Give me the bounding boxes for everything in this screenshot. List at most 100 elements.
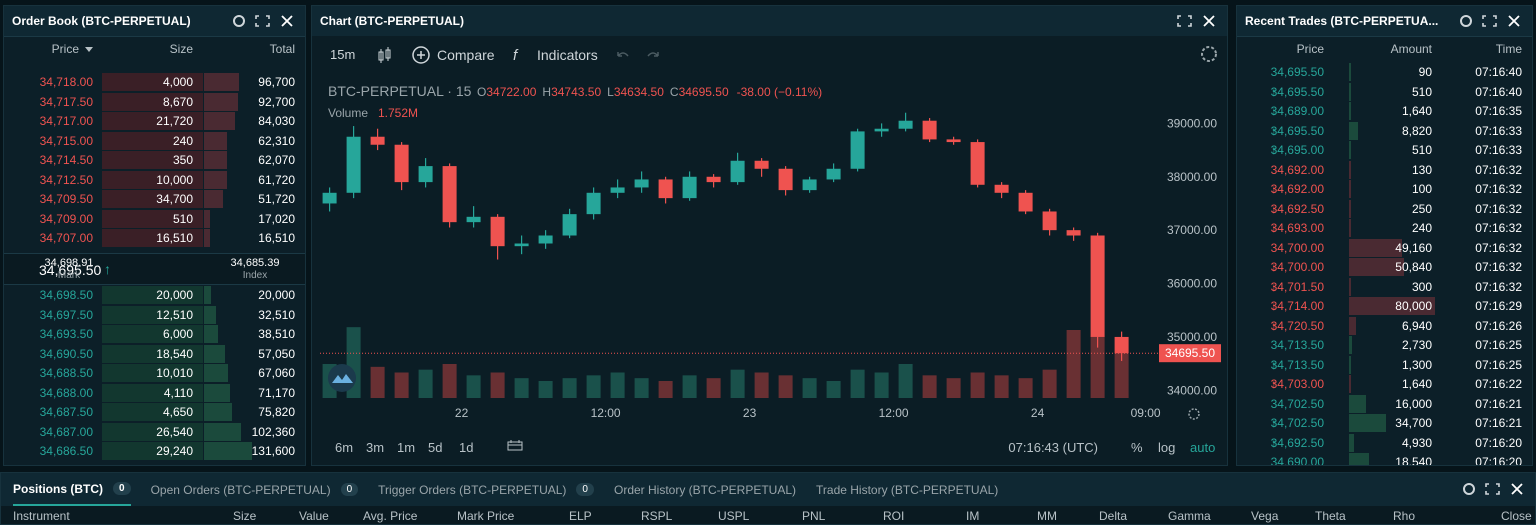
- column-header: PNL: [802, 509, 826, 523]
- x-tick-label: 09:00: [1131, 406, 1161, 420]
- column-header: Price: [51, 42, 79, 56]
- last-price-label: 34695.50: [1165, 346, 1215, 360]
- scale-option[interactable]: %: [1131, 440, 1143, 455]
- trade-price: 34,692.50: [1270, 435, 1324, 450]
- volume-bar: [754, 372, 769, 398]
- mid-price: 34,695.50: [39, 262, 102, 278]
- column-header: Theta: [1315, 509, 1346, 523]
- logo: [328, 364, 356, 392]
- indicators[interactable]: Indicators: [537, 47, 598, 63]
- tab[interactable]: Trade History (BTC-PERPETUAL): [816, 473, 998, 506]
- tab[interactable]: Trigger Orders (BTC-PERPETUAL) 0: [378, 473, 594, 506]
- candle-body: [874, 128, 889, 132]
- size-bg: [102, 229, 203, 247]
- volume-bar: [730, 369, 745, 398]
- panel-icons[interactable]: [229, 6, 299, 36]
- size-bg: [102, 442, 203, 460]
- depth-bar: [204, 73, 240, 91]
- volume-bar: [394, 372, 409, 398]
- depth-bar: [204, 325, 219, 343]
- trade-row: 34,713.50 2,730 07:16:25: [1237, 336, 1532, 355]
- trade-amount: 1,640: [1401, 104, 1432, 118]
- ohlc-legend: O34722.00 H34743.50 L34634.50 C34695.50 -38.…: [477, 85, 822, 99]
- panel-icons[interactable]: [1456, 6, 1526, 36]
- volume-bar: [1090, 335, 1105, 398]
- trade-time: 07:16:33: [1475, 123, 1522, 138]
- amount-bar: [1349, 316, 1357, 335]
- mid-index: 34,685.39: [230, 257, 280, 269]
- recent-trades-panel: Recent Trades (BTC-PERPETUA... Price Amou…: [1236, 5, 1533, 466]
- size-bg: [102, 131, 203, 150]
- book-cell: 20,000: [258, 288, 295, 302]
- book-cell: 4,110: [163, 385, 193, 400]
- candle-body: [994, 184, 1009, 193]
- panel-icons[interactable]: [1171, 6, 1221, 36]
- range-button[interactable]: 3m: [366, 440, 384, 455]
- depth-bar: [204, 286, 212, 304]
- tab-bar: Positions (BTC) 0 Open Orders (BTC-PERPETU…: [1, 473, 1535, 506]
- range-button[interactable]: 5d: [428, 440, 442, 455]
- undo-redo: [617, 52, 659, 57]
- candle-body: [346, 136, 361, 193]
- tab[interactable]: Open Orders (BTC-PERPETUAL) 0: [151, 473, 359, 506]
- trade-price: 34,703.00: [1270, 377, 1324, 391]
- trade-arrow: ↓: [1271, 182, 1277, 196]
- trade-time: 07:16:40: [1475, 65, 1522, 79]
- amount-bar: [1349, 141, 1351, 159]
- column-header: Total: [269, 42, 295, 56]
- trade-price: 34,700.00: [1270, 240, 1324, 255]
- panel-icons[interactable]: [1459, 473, 1529, 503]
- trade-amount: 1,640: [1401, 377, 1432, 391]
- indicators-icon: f: [513, 47, 519, 64]
- candle-body: [946, 139, 961, 143]
- column-header: Size: [169, 42, 193, 56]
- tab-label: Open Orders (BTC-PERPETUAL): [150, 482, 331, 497]
- trade-time: 07:16:40: [1475, 84, 1522, 99]
- interval[interactable]: 15m: [330, 47, 355, 62]
- trade-time: 07:16:32: [1475, 201, 1522, 216]
- range-button[interactable]: 1m: [397, 440, 415, 455]
- size-bg: [102, 92, 203, 111]
- candle-icon: [378, 47, 391, 63]
- candle-body: [802, 179, 817, 191]
- volume-bar: [658, 381, 673, 398]
- trade-row: ↓ 34,700.00 50,840 07:16:32: [1237, 258, 1532, 277]
- depth-bar: [204, 190, 223, 208]
- compare[interactable]: Compare: [437, 47, 495, 63]
- book-cell: 4,650: [162, 405, 193, 419]
- book-cell: 34,717.50: [39, 94, 93, 109]
- tab[interactable]: Positions (BTC) 0: [13, 473, 131, 506]
- trade-time: 07:16:29: [1475, 299, 1522, 313]
- range-button[interactable]: 1d: [459, 440, 473, 455]
- volume-bar: [370, 366, 385, 398]
- column-header: Instrument: [13, 509, 70, 523]
- book-cell: 18,540: [156, 346, 193, 361]
- volume-bar: [778, 375, 793, 398]
- range-button[interactable]: 6m: [335, 440, 353, 455]
- x-tick-label: 23: [743, 406, 757, 420]
- book-cell: 20,000: [156, 288, 193, 302]
- book-row: 34,715.00 240 62,310: [4, 131, 305, 151]
- tab[interactable]: Order History (BTC-PERPETUAL): [614, 473, 796, 506]
- panel-title: Recent Trades (BTC-PERPETUA...: [1237, 6, 1532, 37]
- book-row: 34,709.50 34,700 51,720: [4, 190, 305, 209]
- scale-option[interactable]: log: [1158, 440, 1175, 455]
- volume-bar: [946, 378, 961, 398]
- trade-amount: 16,000: [1395, 396, 1432, 411]
- depth-bar: [204, 209, 211, 228]
- trade-arrow: ↑: [1271, 318, 1277, 333]
- trade-price: 34,701.50: [1270, 279, 1324, 294]
- book-cell: 62,070: [258, 153, 295, 167]
- amount-bar: [1349, 277, 1351, 296]
- column-header: Time: [1495, 42, 1522, 56]
- trade-time: 07:16:33: [1475, 143, 1522, 157]
- trade-price: 34,689.00: [1270, 104, 1324, 118]
- volume-bar: [466, 375, 481, 398]
- trade-row: ↑ 34,695.00 510 07:16:33: [1237, 141, 1532, 160]
- book-cell: 32,510: [258, 307, 295, 322]
- size-bg: [102, 286, 203, 304]
- scale-option[interactable]: auto: [1190, 440, 1215, 455]
- trade-arrow: ↓: [1271, 299, 1277, 313]
- tab-count: 0: [576, 483, 594, 496]
